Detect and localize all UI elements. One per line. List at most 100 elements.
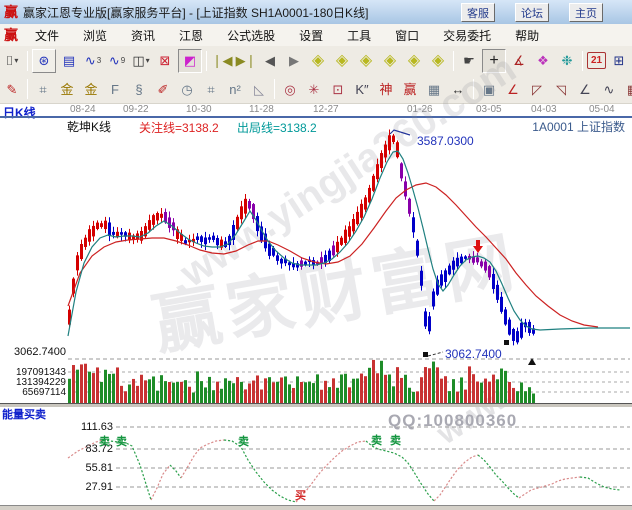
fan-lines-icon[interactable]: ∠ bbox=[507, 81, 519, 97]
report-icon[interactable]: ▤ bbox=[62, 53, 76, 68]
calendar-icon[interactable]: 21 bbox=[587, 52, 606, 69]
draw-line-icon[interactable]: ✎ bbox=[6, 81, 18, 97]
angle-tool-icon[interactable]: ∡ bbox=[513, 53, 525, 68]
speed-lines-icon[interactable]: ∠ bbox=[579, 81, 591, 97]
ying-tool-icon[interactable]: 赢 bbox=[403, 81, 417, 97]
gann-clock-icon[interactable]: ◷ bbox=[181, 81, 193, 97]
sell-signal-1: 卖 bbox=[116, 436, 127, 448]
draw-brush-icon[interactable]: ✐ bbox=[157, 81, 169, 97]
smart-analysis-icon[interactable]: ❉ bbox=[561, 53, 573, 68]
menu-item-3[interactable]: 江恩 bbox=[179, 28, 204, 43]
volume-scale-0: 197091343 bbox=[15, 367, 66, 378]
dropdown-arrow-icon: ▾ bbox=[145, 55, 150, 65]
toolbar-separator bbox=[582, 50, 583, 71]
price-grid-icon[interactable]: ⌗ bbox=[39, 81, 47, 97]
hand-tool-icon[interactable]: ☛ bbox=[463, 53, 475, 68]
fan-box2-icon[interactable]: ◹ bbox=[556, 81, 566, 97]
menu-logo-icon: 赢 bbox=[4, 27, 18, 43]
kline-period-icon[interactable]: ⌷ ▾ bbox=[5, 53, 19, 68]
gann-tool-icon[interactable]: ❖ bbox=[537, 53, 549, 68]
toolbar-separator bbox=[206, 50, 207, 71]
kline-type-label: 乾坤K线 bbox=[67, 120, 112, 134]
ruler-grid-icon[interactable]: ▦ bbox=[427, 81, 441, 97]
date-tick-7: 04-03 bbox=[531, 104, 557, 115]
menu-item-5[interactable]: 设置 bbox=[299, 28, 324, 43]
date-tick-0: 08-24 bbox=[70, 104, 96, 115]
menu-items: 文件 浏览 资讯 江恩 公式选股 设置 工具 窗口 交易委托 帮助 bbox=[23, 27, 551, 44]
gann-compress-h-icon[interactable]: ◈ bbox=[359, 51, 373, 69]
titlebar-buttons: 客服 论坛 主页 bbox=[461, 3, 603, 22]
toolbar-main: ⌷▾⊛▤∿3∿9◫▾⊠◩❘◀▶❘◀▶◈◈◈◈◈◈☛+∡❖❉21⊞▤ bbox=[0, 46, 632, 76]
span-measure-icon[interactable]: ↔ bbox=[451, 81, 465, 97]
candle-style-icon[interactable]: ◫ ▾ bbox=[132, 53, 150, 68]
gann-shift-left-icon[interactable]: ◈ bbox=[311, 51, 325, 69]
window-title: 赢家江恩专业版[赢家服务平台] - [上证指数 SH1A0001-180日K线] bbox=[23, 5, 369, 20]
stock-code-label: 1A0001 上证指数 bbox=[532, 120, 625, 134]
title-bar: 赢 赢家江恩专业版[赢家服务平台] - [上证指数 SH1A0001-180日K… bbox=[0, 0, 632, 25]
prev-bar-icon[interactable]: ◀ bbox=[265, 53, 275, 68]
toolbar-separator bbox=[27, 50, 28, 71]
k-mark-icon[interactable]: K″ bbox=[355, 81, 369, 97]
wave-lines-icon[interactable]: ∿ bbox=[603, 81, 615, 97]
menu-item-7[interactable]: 窗口 bbox=[395, 28, 420, 43]
minline-9-icon[interactable]: ∿ 9 bbox=[108, 53, 126, 68]
next-bar-icon[interactable]: ▶ bbox=[289, 53, 299, 68]
sell-signal-0: 卖 bbox=[99, 436, 110, 448]
crosshair-tool-icon[interactable]: + bbox=[482, 48, 506, 73]
date-tick-6: 03-05 bbox=[476, 104, 502, 115]
gold-section-icon[interactable]: 金 bbox=[60, 81, 74, 97]
qq-watermark: QQ:100800360 bbox=[388, 411, 518, 430]
volume-scale-1: 131394229 bbox=[15, 377, 66, 388]
menu-item-2[interactable]: 资讯 bbox=[131, 28, 156, 43]
calculator-icon[interactable]: ⊞ bbox=[613, 53, 625, 68]
n-square-icon[interactable]: n² bbox=[229, 81, 241, 97]
customer-service-button[interactable]: 客服 bbox=[461, 3, 495, 22]
period-label: 日K线 bbox=[3, 106, 36, 120]
circle-target-icon[interactable]: ◎ bbox=[284, 81, 296, 97]
gold-channel-icon[interactable]: 金 bbox=[84, 81, 98, 97]
exit-line-label: 出局线=3138.2 bbox=[237, 121, 317, 135]
panel-splitter[interactable] bbox=[0, 403, 632, 407]
gann-compress-v-icon[interactable]: ◈ bbox=[407, 51, 421, 69]
toolbar-drawing: ✎⌗金金F§✐◷⌗n²◺◎✳⊡K″神赢▦↔▣∠◸◹∠∿▦▩ bbox=[0, 75, 632, 104]
first-bar-icon[interactable]: ❘◀ bbox=[211, 53, 233, 68]
last-bar-icon[interactable]: ▶❘ bbox=[235, 53, 257, 68]
toolbar-separator bbox=[274, 79, 275, 99]
indicator-scale-0: 111.63 bbox=[80, 421, 113, 433]
square-target-icon[interactable]: ⊡ bbox=[332, 81, 344, 97]
gann-expand-h-icon[interactable]: ◈ bbox=[383, 51, 397, 69]
fan-box-icon[interactable]: ◸ bbox=[532, 81, 542, 97]
menu-item-6[interactable]: 工具 bbox=[347, 28, 372, 43]
window-bottom-border bbox=[0, 505, 632, 510]
menu-item-0[interactable]: 文件 bbox=[35, 28, 60, 43]
web-page-icon[interactable]: ⊛ bbox=[32, 48, 56, 73]
date-tick-2: 10-30 bbox=[186, 104, 212, 115]
box-range-icon[interactable]: ▣ bbox=[482, 81, 496, 97]
menu-item-8[interactable]: 交易委托 bbox=[443, 28, 492, 43]
spiral-icon[interactable]: § bbox=[135, 81, 143, 97]
sell-signal-4: 卖 bbox=[390, 435, 401, 447]
minline-3-icon[interactable]: ∿ 3 bbox=[84, 53, 102, 68]
menu-item-1[interactable]: 浏览 bbox=[83, 28, 108, 43]
color-chart-icon[interactable]: ◩ bbox=[178, 48, 202, 73]
grid-box-icon[interactable]: ▦ bbox=[622, 78, 632, 100]
menu-item-4[interactable]: 公式选股 bbox=[227, 28, 276, 43]
date-tick-3: 11-28 bbox=[249, 104, 274, 115]
gann-shift-right-icon[interactable]: ◈ bbox=[335, 51, 349, 69]
forum-button[interactable]: 论坛 bbox=[515, 3, 549, 22]
peak-price-label: 3587.0300 bbox=[417, 134, 474, 148]
shen-tool-icon[interactable]: 神 bbox=[379, 81, 393, 97]
toolbar-separator bbox=[453, 50, 454, 71]
indicator-scale-3: 27.91 bbox=[85, 481, 113, 493]
volume-scale-2: 65697114 bbox=[22, 387, 66, 398]
fibo-lines-icon[interactable]: F bbox=[111, 81, 119, 97]
home-button[interactable]: 主页 bbox=[569, 3, 603, 22]
gann-expand-v-icon[interactable]: ◈ bbox=[431, 51, 445, 69]
qiankun-kline-icon[interactable]: ⊠ bbox=[159, 53, 171, 68]
low-price-axis-label: 3062.7400 bbox=[14, 346, 66, 358]
menu-item-9[interactable]: 帮助 bbox=[515, 28, 540, 43]
dropdown-arrow-icon: 3 bbox=[96, 55, 102, 65]
star-target-icon[interactable]: ✳ bbox=[308, 81, 320, 97]
time-grid-icon[interactable]: ⌗ bbox=[207, 81, 215, 97]
set-square-icon[interactable]: ◺ bbox=[254, 81, 264, 97]
